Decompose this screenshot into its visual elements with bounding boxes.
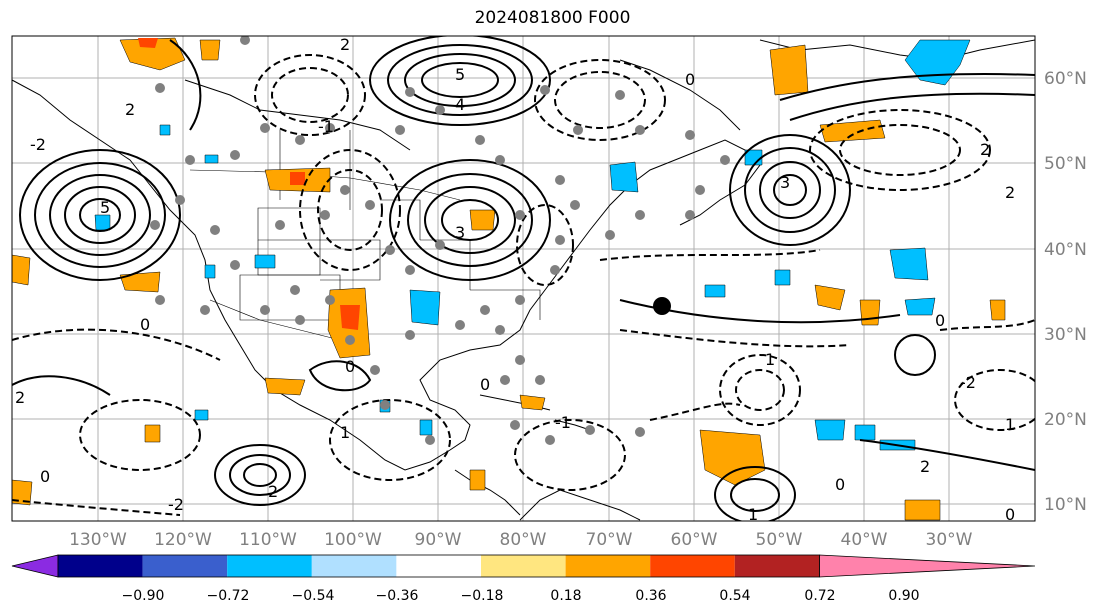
contour-label: 0: [480, 375, 490, 394]
lat-label: 60°N: [1044, 69, 1087, 89]
colorbar-segment: [650, 555, 735, 577]
strong-positive-anomaly-shading: [138, 38, 360, 330]
contour-label: 5: [455, 65, 465, 84]
colorbar-extend-high: [819, 554, 1036, 578]
contour-label: 1: [340, 423, 350, 442]
contour-label: 2: [980, 140, 990, 159]
colorbar-segment: [481, 555, 566, 577]
colorbar-segment: [58, 555, 143, 577]
contour-label: 3: [780, 173, 790, 192]
lat-label: 40°N: [1044, 240, 1087, 260]
map-frame: [11, 35, 1036, 522]
colorbar-segment: [734, 555, 820, 577]
contour-label: 1: [748, 505, 758, 524]
lat-label: 10°N: [1044, 495, 1087, 515]
lon-label: 60°W: [671, 530, 718, 550]
colorbar-tick: −0.90: [122, 588, 165, 604]
latitude-labels: 60°N 50°N 40°N 30°N 20°N 10°N: [1044, 69, 1087, 515]
contour-label: -2: [960, 373, 976, 392]
colorbar-tick: 0.54: [719, 588, 750, 604]
contour-label: 0: [1005, 505, 1015, 524]
contour-label: -1: [555, 413, 571, 432]
contour-label: 0: [835, 475, 845, 494]
contour-label: 2: [268, 482, 278, 501]
positive-contours: [12, 36, 1035, 521]
contour-label: 3: [455, 223, 465, 242]
lon-label: 120°W: [154, 530, 212, 550]
lon-label: 90°W: [415, 530, 462, 550]
colorbar-outline: [57, 554, 820, 578]
coastlines: [12, 39, 1035, 521]
contour-label: 0: [40, 467, 50, 486]
lon-label: 30°W: [926, 530, 973, 550]
observation-markers: [150, 36, 730, 445]
lon-label: 70°W: [586, 530, 633, 550]
contour-label: 0: [140, 315, 150, 334]
contour-label: 2: [15, 388, 25, 407]
contour-label: 1: [765, 350, 775, 369]
lon-label: 40°W: [841, 530, 888, 550]
contour-label: -1: [318, 117, 334, 136]
lat-label: 50°N: [1044, 154, 1087, 174]
longitude-labels: 130°W 120°W 110°W 100°W 90°W 80°W 70°W 6…: [69, 530, 973, 550]
lon-label: 50°W: [756, 530, 803, 550]
colorbar-tick: −0.72: [207, 588, 250, 604]
colorbar-tick: 0.90: [888, 588, 919, 604]
colorbar-tick: 0.18: [550, 588, 581, 604]
lat-label: 20°N: [1044, 410, 1087, 430]
colorbar-segment: [227, 555, 312, 577]
negative-contours: [12, 54, 1035, 516]
contour-labels: 5 5 4 3 3 2 2 2 2 2 2 2 1 1 1 1 0 0 0 0: [15, 35, 1015, 524]
colorbar: −0.90 −0.72 −0.54 −0.36 −0.18 0.18 0.36 …: [11, 554, 1036, 604]
colorbar-tick: −0.54: [292, 588, 335, 604]
lon-label: 130°W: [69, 530, 127, 550]
colorbar-tick: 0.36: [635, 588, 666, 604]
contour-label: 0: [345, 357, 355, 376]
colorbar-tick: 0.72: [804, 588, 835, 604]
lat-label: 30°N: [1044, 325, 1087, 345]
lon-label: 110°W: [239, 530, 297, 550]
colorbar-tick: −0.36: [376, 588, 419, 604]
contour-label: -2: [30, 135, 46, 154]
contour-label: -2: [168, 495, 184, 514]
lon-label: 100°W: [324, 530, 382, 550]
contour-label: 2: [340, 35, 350, 54]
contour-label: 2: [920, 457, 930, 476]
graticule: [12, 36, 1035, 521]
map-plot-area: 5 5 4 3 3 2 2 2 2 2 2 2 1 1 1 1 0 0 0 0: [11, 35, 1036, 524]
map-title: 2024081800 F000: [474, 8, 631, 28]
colorbar-extend-low: [11, 554, 59, 578]
contour-label: 4: [455, 95, 465, 114]
colorbar-tick: −0.18: [461, 588, 504, 604]
storm-center-marker: [653, 297, 671, 315]
contour-label: 0: [935, 311, 945, 330]
contour-label: 2: [125, 100, 135, 119]
colorbar-segment: [311, 555, 397, 577]
contour-label: 0: [685, 70, 695, 89]
contour-label: 1: [1005, 415, 1015, 434]
colorbar-segment: [396, 555, 481, 577]
contour-label: 2: [1005, 183, 1015, 202]
contour-label: 5: [100, 198, 110, 217]
colorbar-segment: [565, 555, 651, 577]
colorbar-segment: [142, 555, 228, 577]
lon-label: 80°W: [500, 530, 547, 550]
